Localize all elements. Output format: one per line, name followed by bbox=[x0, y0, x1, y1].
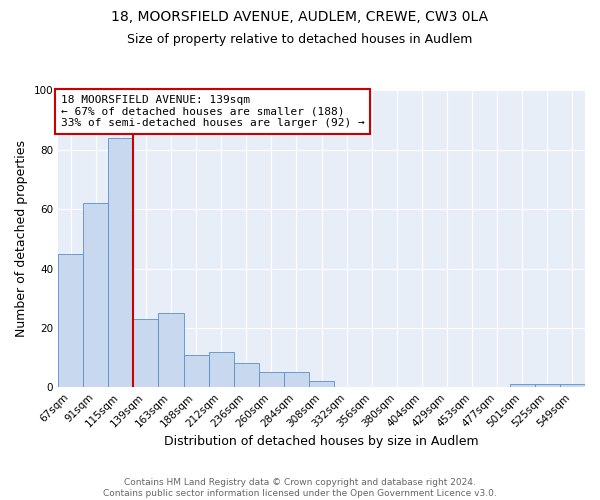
Bar bbox=[233, 364, 259, 387]
Bar bbox=[259, 372, 284, 387]
Bar bbox=[184, 354, 209, 387]
Bar bbox=[108, 138, 133, 387]
Bar bbox=[510, 384, 535, 387]
Bar bbox=[58, 254, 83, 387]
Bar bbox=[309, 382, 334, 387]
Text: Contains HM Land Registry data © Crown copyright and database right 2024.
Contai: Contains HM Land Registry data © Crown c… bbox=[103, 478, 497, 498]
Bar bbox=[83, 204, 108, 387]
Text: 18, MOORSFIELD AVENUE, AUDLEM, CREWE, CW3 0LA: 18, MOORSFIELD AVENUE, AUDLEM, CREWE, CW… bbox=[112, 10, 488, 24]
Y-axis label: Number of detached properties: Number of detached properties bbox=[15, 140, 28, 338]
Bar bbox=[133, 319, 158, 387]
Bar bbox=[158, 313, 184, 387]
Bar bbox=[209, 352, 233, 387]
X-axis label: Distribution of detached houses by size in Audlem: Distribution of detached houses by size … bbox=[164, 434, 479, 448]
Bar bbox=[560, 384, 585, 387]
Bar bbox=[284, 372, 309, 387]
Text: Size of property relative to detached houses in Audlem: Size of property relative to detached ho… bbox=[127, 32, 473, 46]
Bar bbox=[535, 384, 560, 387]
Text: 18 MOORSFIELD AVENUE: 139sqm
← 67% of detached houses are smaller (188)
33% of s: 18 MOORSFIELD AVENUE: 139sqm ← 67% of de… bbox=[61, 95, 364, 128]
